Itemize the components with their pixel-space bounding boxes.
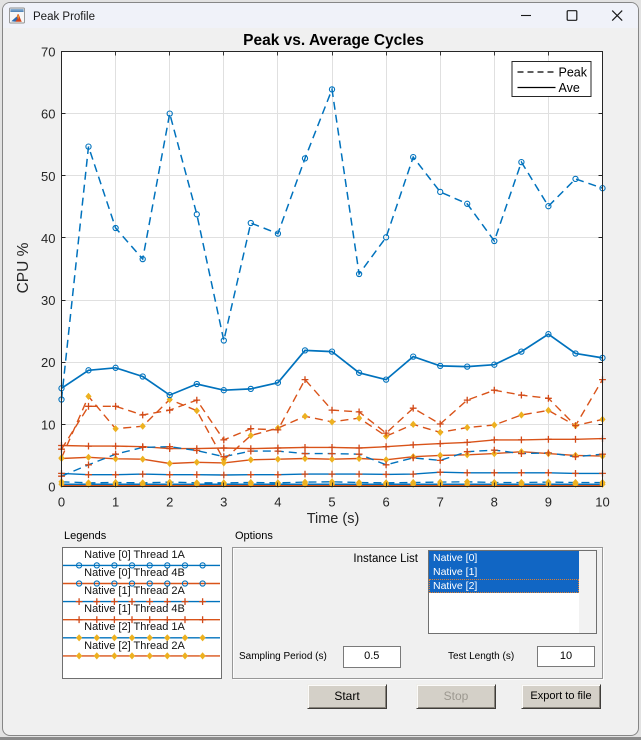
svg-text:0: 0 xyxy=(48,480,55,495)
svg-text:Peak vs. Average Cycles: Peak vs. Average Cycles xyxy=(243,32,424,49)
svg-text:Peak: Peak xyxy=(559,66,588,80)
svg-text:2: 2 xyxy=(166,495,173,510)
svg-text:40: 40 xyxy=(41,231,55,246)
svg-text:10: 10 xyxy=(41,417,55,432)
svg-text:CPU %: CPU % xyxy=(15,242,32,293)
svg-text:20: 20 xyxy=(41,355,55,370)
svg-text:5: 5 xyxy=(328,495,335,510)
svg-text:70: 70 xyxy=(41,45,55,60)
svg-text:50: 50 xyxy=(41,169,55,184)
svg-text:8: 8 xyxy=(491,495,498,510)
svg-text:60: 60 xyxy=(41,107,55,122)
svg-text:10: 10 xyxy=(595,495,609,510)
svg-text:0: 0 xyxy=(58,495,65,510)
svg-text:3: 3 xyxy=(220,495,227,510)
svg-text:4: 4 xyxy=(274,495,281,510)
svg-text:Time (s): Time (s) xyxy=(307,511,360,527)
svg-text:1: 1 xyxy=(112,495,119,510)
svg-text:7: 7 xyxy=(437,495,444,510)
svg-text:9: 9 xyxy=(545,495,552,510)
svg-text:Ave: Ave xyxy=(559,81,580,95)
svg-text:30: 30 xyxy=(41,293,55,308)
svg-text:6: 6 xyxy=(382,495,389,510)
